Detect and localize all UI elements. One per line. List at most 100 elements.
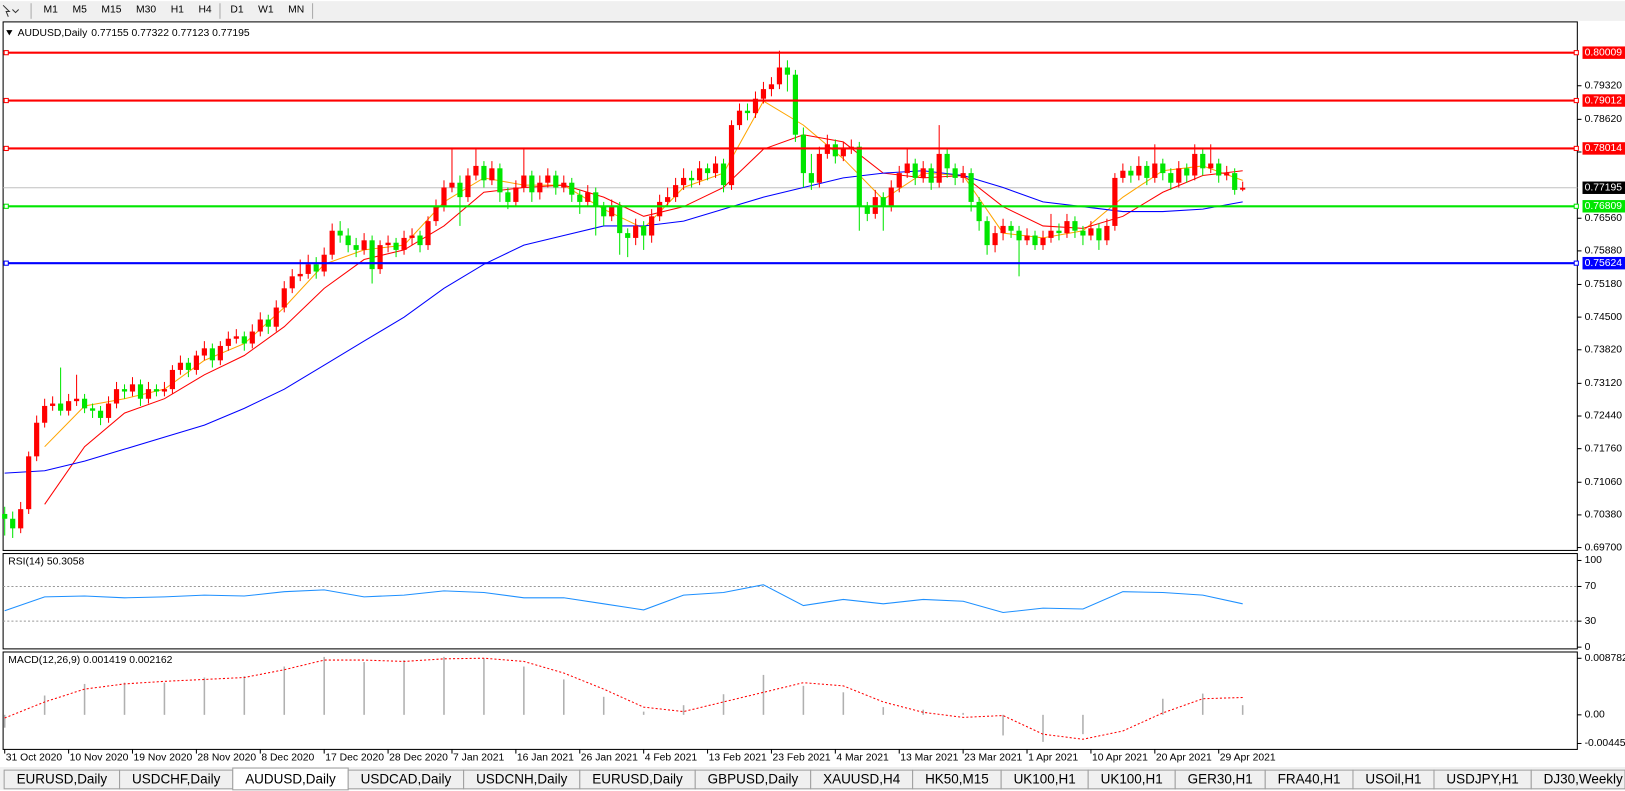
y-tick-label: 0 [1585,642,1591,653]
tab-label[interactable]: UK100,H1 [1101,772,1163,787]
level-handle[interactable] [1573,50,1579,56]
tab-label[interactable]: FRA40,H1 [1278,772,1341,787]
candle-body [193,355,199,370]
chart: 0.793200.786200.779400.765600.758800.751… [2,46,1625,763]
tab-label[interactable]: USOil,H1 [1365,772,1421,787]
candle-body [409,235,415,238]
candle-body [497,168,503,193]
toolbar-icon[interactable] [2,4,20,17]
candle-body [81,398,88,409]
tab-label[interactable]: DJ30,Weekly [1544,772,1623,787]
tab-label[interactable]: HK50,M15 [925,772,989,787]
candle-body [673,185,679,198]
tab-label[interactable]: UK100,H1 [1014,772,1076,787]
candle-body [585,192,591,202]
timeframe-button[interactable]: W1 [258,5,274,16]
level-handle[interactable] [1573,145,1579,152]
price-label: 0.77195 [1585,182,1623,193]
collapse-icon[interactable] [6,30,13,36]
candle-body [936,153,942,183]
candle-body [720,163,727,186]
level-handle[interactable] [1573,97,1579,104]
candle-body [792,74,799,135]
candle-body [704,168,711,174]
x-tick-label: 10 Apr 2021 [1092,752,1148,763]
x-tick-label: 8 Dec 2020 [261,752,314,763]
level-label: 0.75624 [1585,258,1623,269]
candle-body [273,307,279,327]
timeframe-button[interactable]: M30 [136,5,156,16]
x-tick-label: 16 Jan 2021 [517,752,574,763]
candle-body [1232,173,1238,190]
candle-body [904,163,910,174]
level-handle[interactable] [3,50,9,56]
timeframe-button[interactable]: D1 [230,5,243,16]
candle-body [1080,230,1086,236]
tab-label[interactable]: GBPUSD,Daily [708,772,799,787]
tab-label[interactable]: EURUSD,Daily [592,772,683,787]
candle-body [657,201,663,217]
candle-body [952,168,958,178]
candle-body [688,177,695,181]
y-tick-label: 0.78620 [1585,114,1623,125]
level-handle[interactable] [1573,203,1579,209]
timeframe-button[interactable]: H4 [198,5,211,16]
candle-body [66,401,72,411]
level-handle[interactable] [3,145,9,152]
tab-label[interactable]: AUDUSD,Daily [245,772,336,787]
candle-body [2,513,8,519]
level-handle[interactable] [3,97,9,104]
timeframe-button[interactable]: M1 [44,5,59,16]
timeframe-button[interactable]: H1 [171,5,184,16]
timeframe-button[interactable]: M15 [101,5,121,16]
candle-body [73,398,80,402]
candle-body [289,276,295,289]
level-label-bg [1582,94,1625,107]
y-tick-label: 0.76560 [1585,213,1623,224]
candle-body [784,67,791,75]
candle-body [1144,165,1150,178]
candle-body [1024,235,1030,241]
tab-label[interactable]: USDCNH,Daily [476,772,568,787]
level-handle[interactable] [3,203,9,209]
tab-label[interactable]: GER30,H1 [1188,772,1253,787]
tab[interactable] [1530,769,1625,790]
y-tick-label: -0.004451 [1585,738,1625,749]
candle-body [1056,230,1062,234]
toolbar [0,1,1625,21]
level-handle[interactable] [1573,260,1579,266]
candle-body [177,362,184,370]
candle-body [97,410,104,418]
candle-body [968,173,974,202]
candle-body [928,168,934,183]
level-handle[interactable] [3,260,9,266]
tab-label[interactable]: USDJPY,H1 [1446,772,1518,787]
candle-body [1224,173,1230,176]
x-tick-label: 20 Apr 2021 [1156,752,1212,763]
candle-body [1040,237,1046,246]
tab-label[interactable]: USDCHF,Daily [132,772,221,787]
timeframe-button[interactable]: MN [288,5,304,16]
candle-body [1200,153,1206,169]
tab-label[interactable]: XAUUSD,H4 [823,772,901,787]
candle-body [1032,235,1038,246]
candle-body [209,348,215,361]
macd-title: MACD(12,26,9) 0.001419 0.002162 [8,655,172,666]
candle-body [369,240,375,270]
candle-body [569,182,575,195]
tab-label[interactable]: EURUSD,Daily [17,772,108,787]
timeframe-bar: M1 M5 M15 M30 H1 H4 D1 W1 MN [44,3,314,19]
candle-body [752,98,759,114]
candle-body [593,192,599,207]
candle-body [377,245,383,270]
candle-body [1008,225,1014,231]
timeframe-button[interactable]: M5 [72,5,87,16]
candle-body [649,216,655,236]
candle-body [609,206,615,217]
candle-body [1048,230,1054,238]
x-tick-label: 28 Dec 2020 [389,752,448,763]
candle-body [473,165,479,176]
candle-body [249,331,255,344]
tab-label[interactable]: USDCAD,Daily [361,772,452,787]
candle-body [1216,163,1222,176]
